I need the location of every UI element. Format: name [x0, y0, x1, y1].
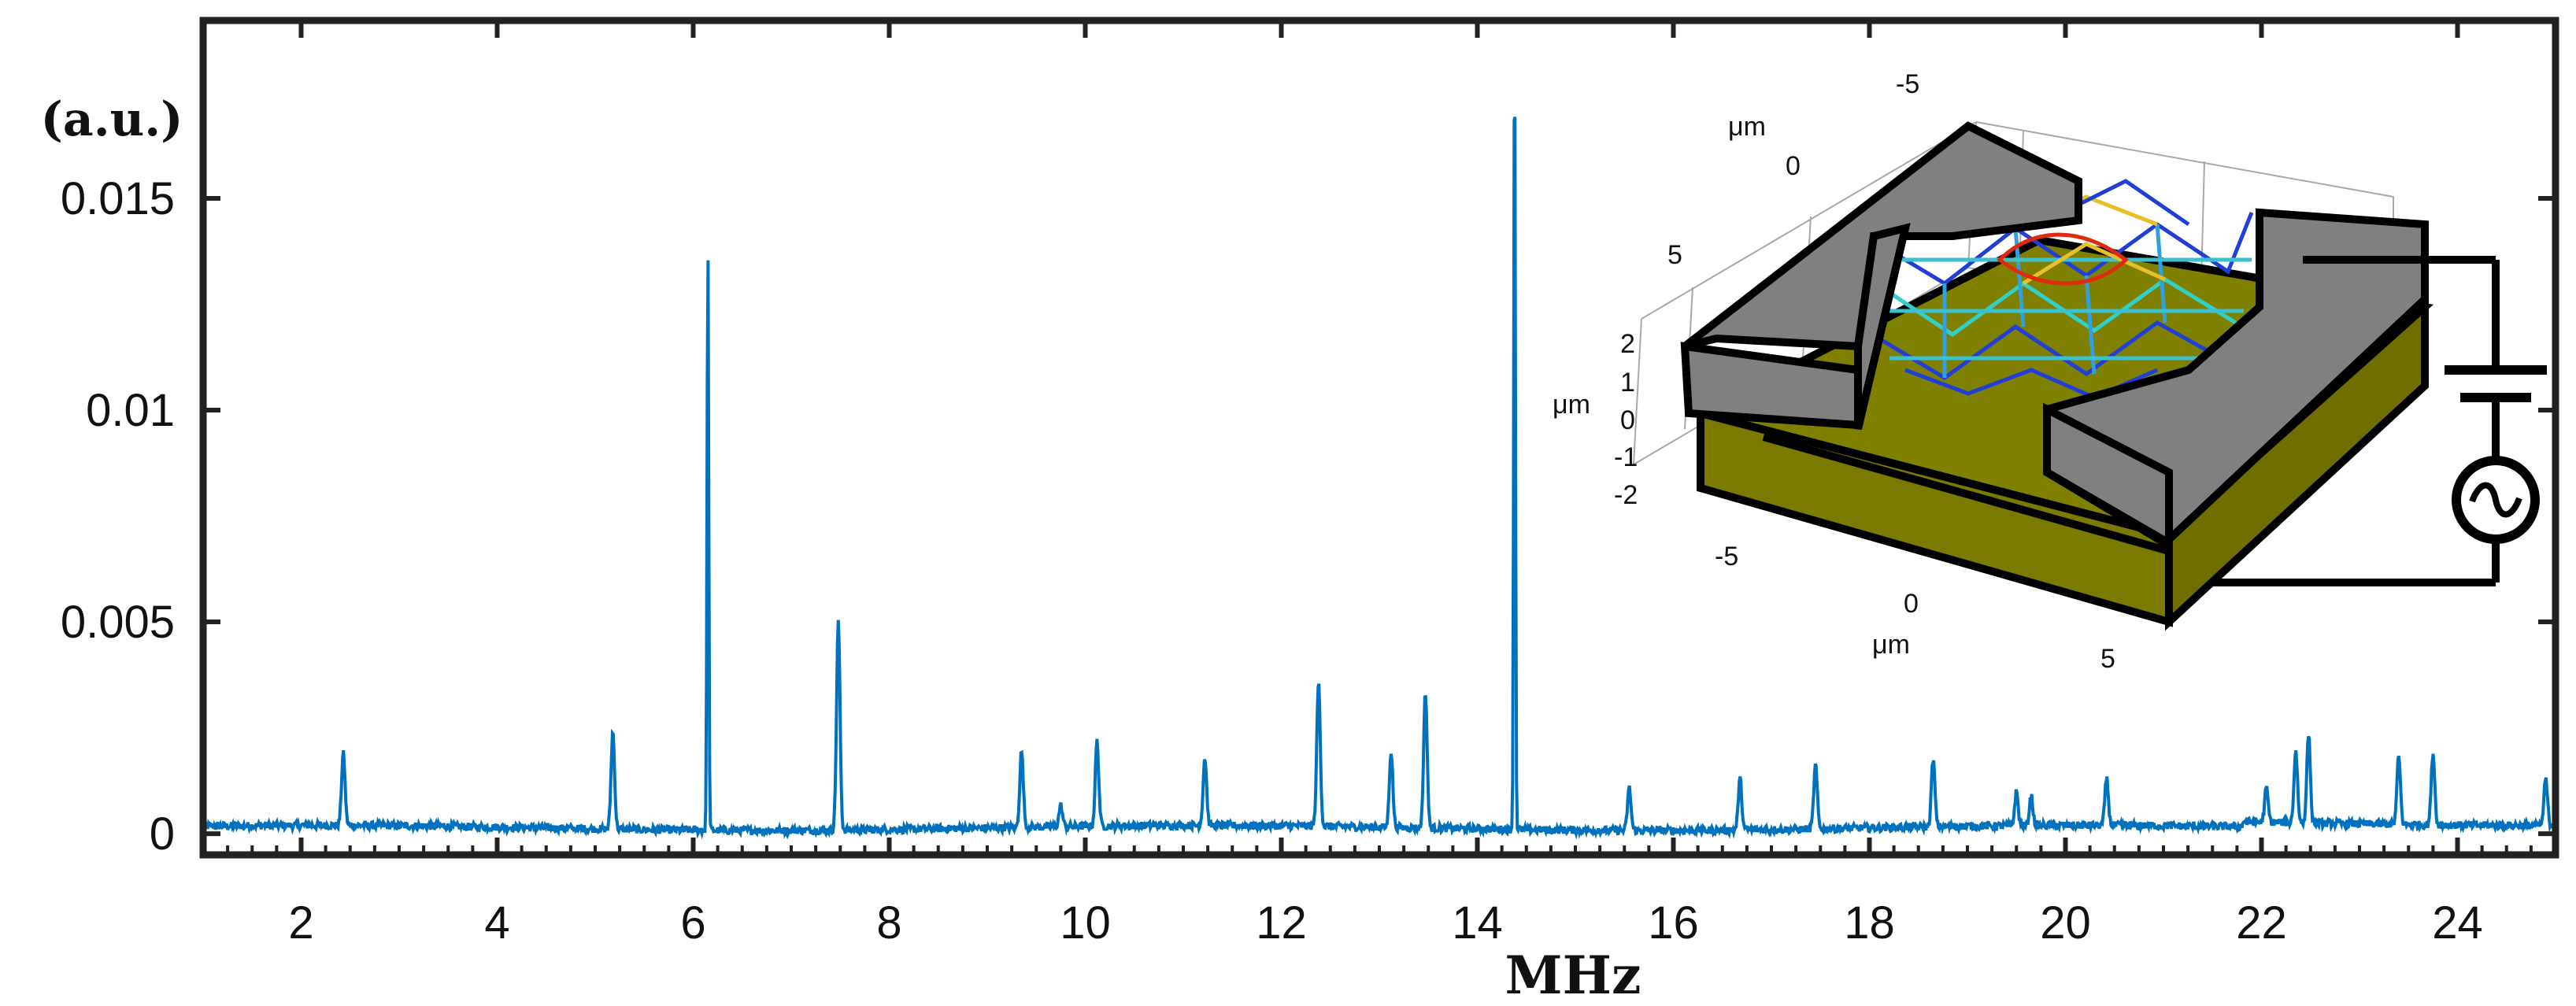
x-tick-label: 24 — [2432, 897, 2483, 949]
inset-z-tick-label: -1 — [1614, 442, 1638, 472]
x-tick-label: 4 — [484, 897, 509, 949]
inset-z-tick-label: 2 — [1620, 329, 1635, 359]
left-electrode-notch — [1854, 223, 1911, 431]
x-tick-label: 22 — [2236, 897, 2287, 949]
x-tick-label: 16 — [1648, 897, 1699, 949]
inset-x-tick-label: 0 — [1904, 589, 1919, 619]
inset-z-tick-label: -2 — [1614, 480, 1638, 510]
inset-x-tick-label: -5 — [1715, 542, 1738, 571]
y-tick-label: 0.01 — [86, 385, 175, 436]
substrate-edge-line — [1762, 433, 2171, 555]
y-tick-label: 0.005 — [61, 597, 175, 648]
y-tick-label: 0 — [150, 808, 175, 860]
plot-frame — [199, 17, 2559, 859]
x-axis-label: MHz — [1505, 945, 1641, 1006]
x-tick-label: 12 — [1256, 897, 1307, 949]
right-electrode-front — [2043, 402, 2173, 550]
inset-x-tick-label: 5 — [2100, 644, 2115, 674]
inset-z-tick-label: 0 — [1620, 405, 1635, 435]
resonator-schematic: -5 μm 0 5 2 1 μm 0 -1 -2 -5 0 μm 5 — [1553, 69, 2547, 674]
y-axis-ticks: 0 0.005 0.01 0.015 — [61, 173, 2556, 860]
x-tick-label: 18 — [1844, 897, 1895, 949]
x-axis-ticks: 2 4 6 8 10 12 14 16 18 20 22 24 — [226, 20, 2533, 949]
inset-z-tick-label: 1 — [1620, 368, 1635, 398]
inset-z-axis-unit: μm — [1553, 390, 1590, 420]
inset-y-tick-label: -5 — [1896, 69, 1919, 99]
spectrum-series-line — [202, 117, 2557, 840]
x-tick-label: 10 — [1060, 897, 1111, 949]
x-tick-label: 8 — [876, 897, 901, 949]
inset-x-axis-unit: μm — [1872, 630, 1910, 660]
series-group — [202, 117, 2557, 840]
y-axis-label: (a.u.) — [40, 92, 183, 147]
inset-y-axis-unit: μm — [1728, 112, 1766, 142]
x-tick-label: 6 — [680, 897, 705, 949]
x-tick-label: 14 — [1452, 897, 1503, 949]
drive-circuit — [2212, 256, 2547, 586]
inset-y-tick-label: 0 — [1786, 151, 1801, 181]
x-tick-label: 20 — [2040, 897, 2091, 949]
inset-y-tick-label: 5 — [1667, 240, 1682, 270]
y-tick-label: 0.015 — [61, 173, 175, 224]
x-tick-label: 2 — [288, 897, 313, 949]
